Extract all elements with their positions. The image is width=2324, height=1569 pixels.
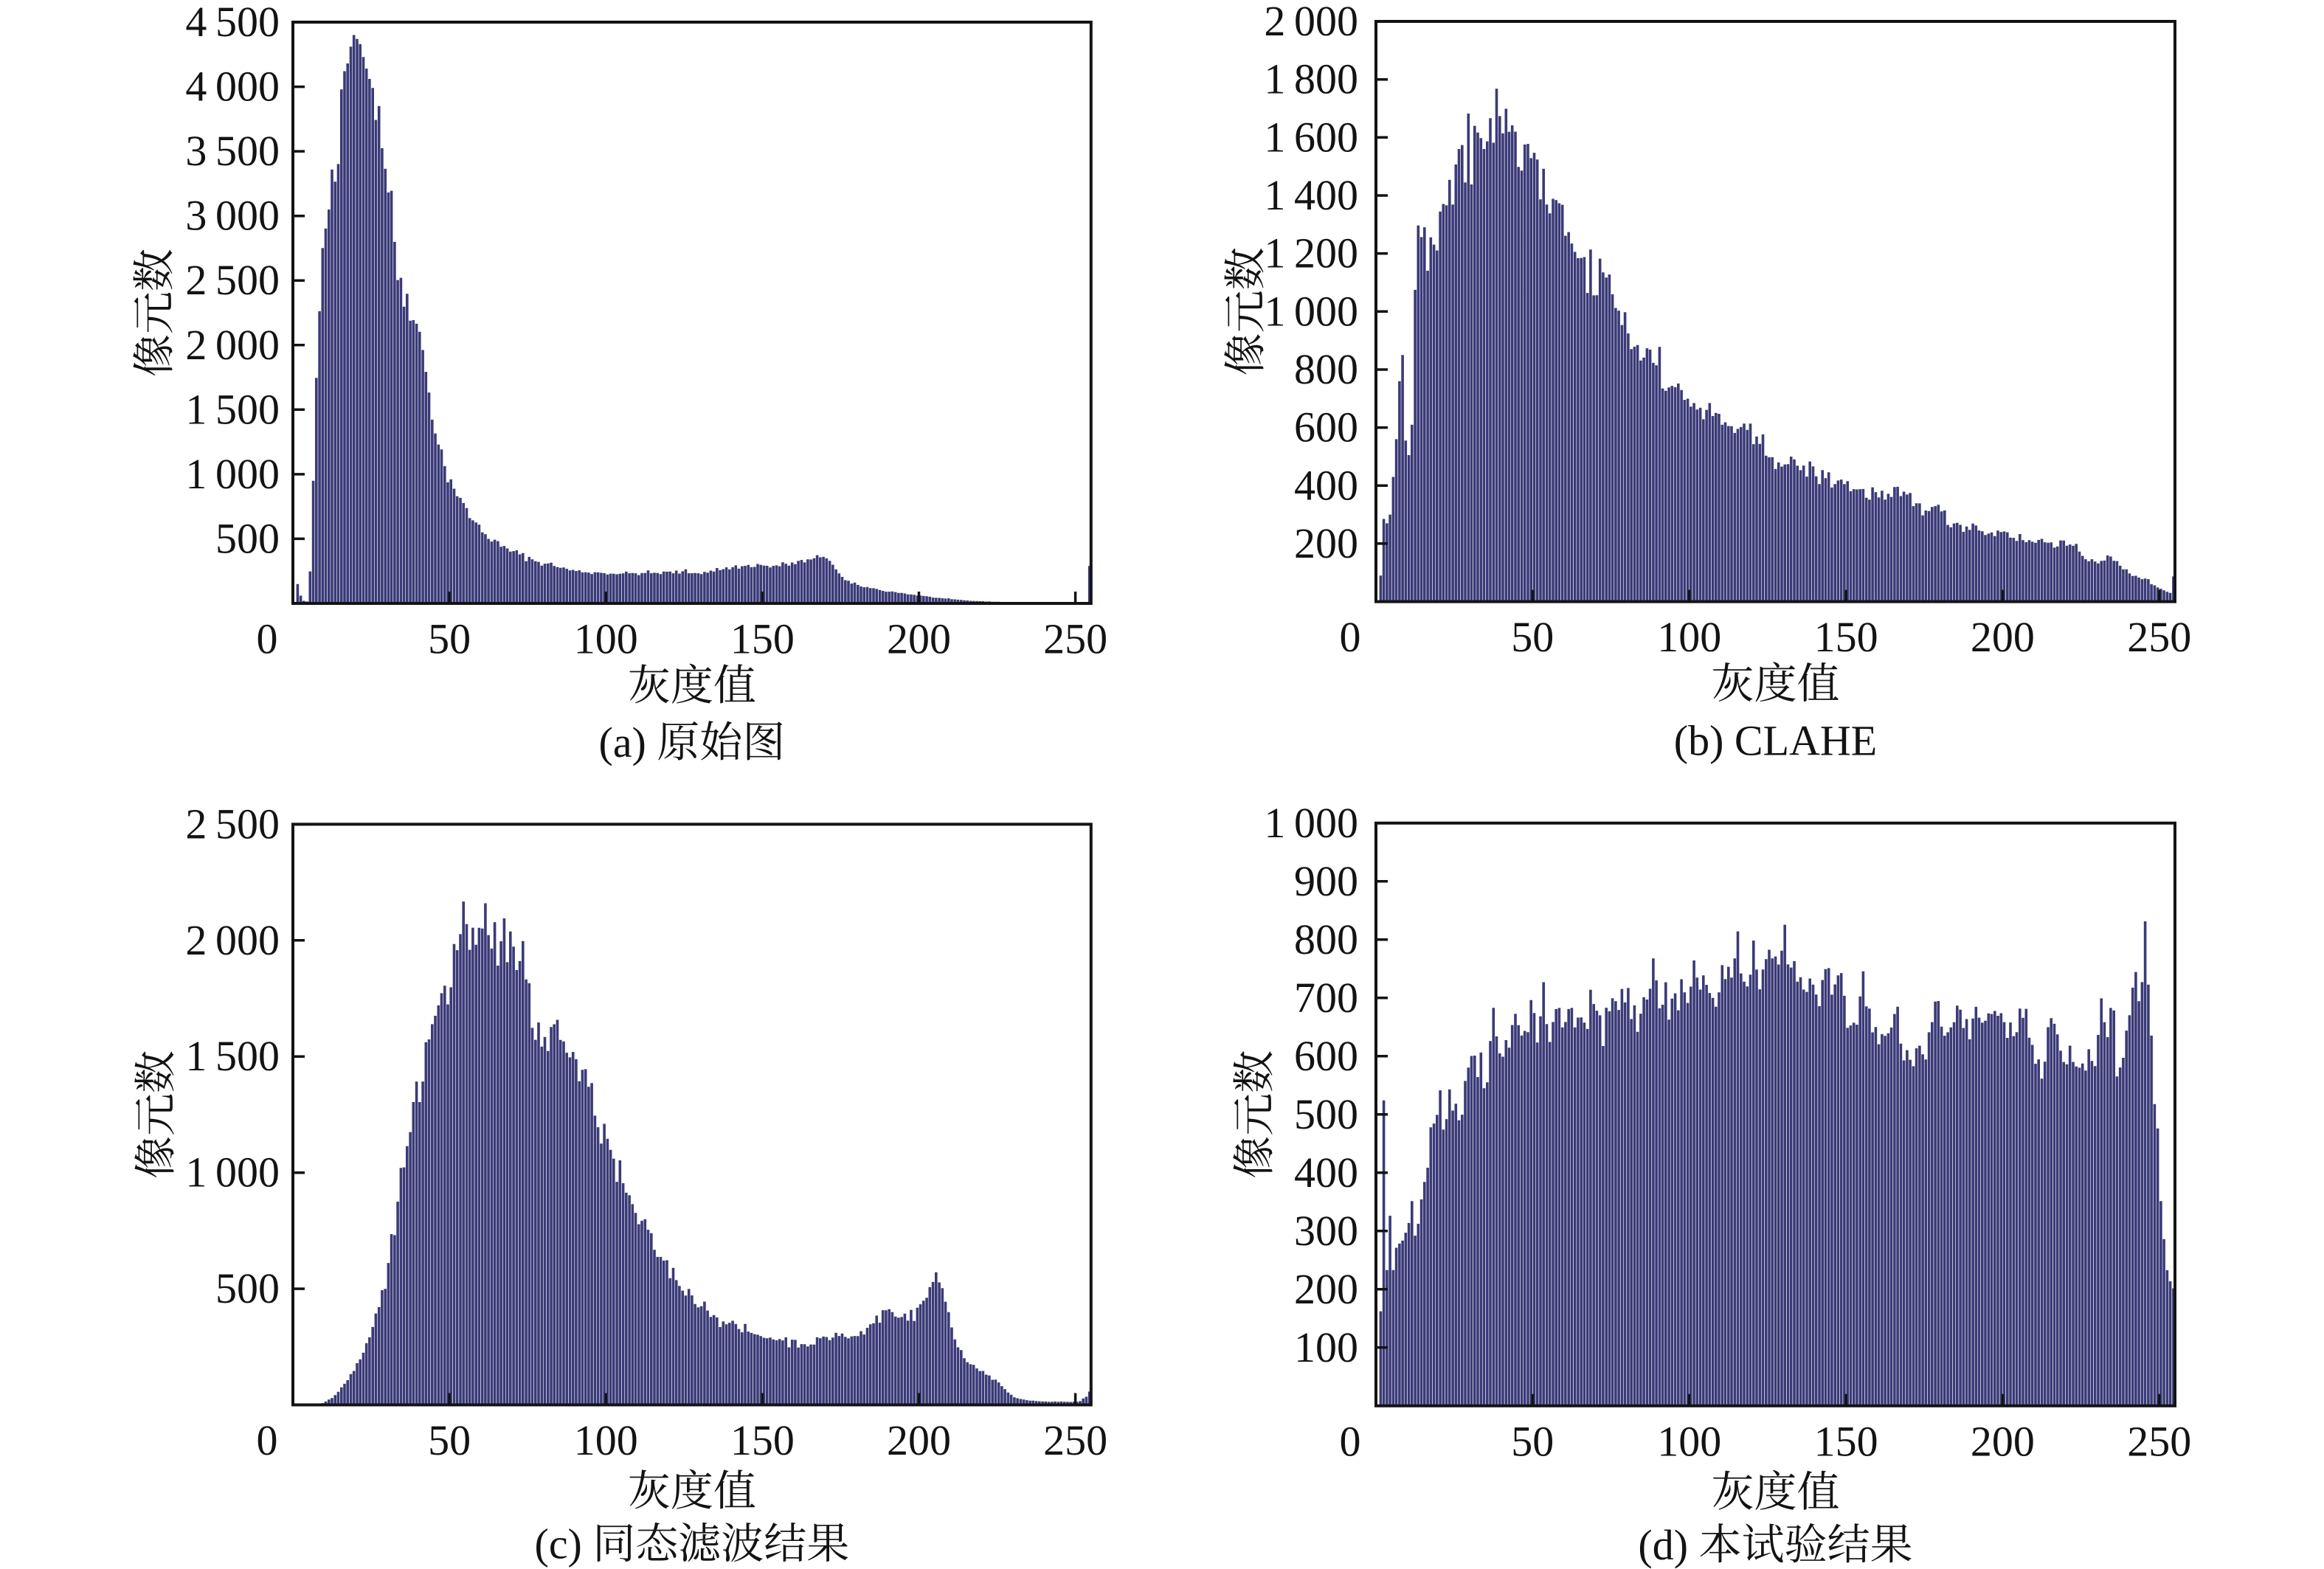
svg-text:100: 100 [1657,1417,1721,1465]
svg-text:(a): (a) [599,718,646,766]
svg-text:1 400: 1 400 [1264,171,1358,219]
svg-text:150: 150 [1814,1417,1878,1465]
svg-text:0: 0 [1340,1417,1361,1465]
svg-text:1 200: 1 200 [1264,229,1358,277]
svg-text:4 500: 4 500 [185,0,280,46]
svg-text:2 000: 2 000 [1264,0,1358,45]
svg-text:4 000: 4 000 [185,63,280,111]
svg-text:250: 250 [2127,1417,2191,1465]
svg-text:2 500: 2 500 [185,256,280,304]
svg-text:(d): (d) [1638,1521,1688,1569]
svg-text:500: 500 [1294,1090,1358,1138]
svg-text:3 000: 3 000 [185,192,280,240]
svg-text:0: 0 [1340,613,1361,661]
svg-text:700: 700 [1294,974,1358,1022]
svg-text:400: 400 [1294,1149,1358,1196]
svg-text:600: 600 [1294,1032,1358,1080]
svg-text:150: 150 [730,615,795,663]
svg-text:150: 150 [1814,613,1878,661]
svg-text:200: 200 [887,1416,951,1464]
svg-text:2 000: 2 000 [185,916,280,964]
svg-text:250: 250 [2127,613,2191,661]
svg-text:1 000: 1 000 [185,1149,280,1196]
svg-text:1 500: 1 500 [185,385,280,433]
svg-text:200: 200 [1971,613,2035,661]
svg-text:200: 200 [887,615,951,663]
svg-text:1 500: 1 500 [185,1032,280,1080]
svg-text:2 500: 2 500 [185,800,280,848]
svg-text:(c): (c) [535,1520,582,1568]
svg-text:1 000: 1 000 [1264,287,1358,335]
svg-text:200: 200 [1294,519,1358,567]
svg-text:50: 50 [428,615,471,663]
svg-text:50: 50 [1511,613,1554,661]
svg-text:0: 0 [257,615,278,663]
svg-text:300: 300 [1294,1207,1358,1255]
svg-text:500: 500 [215,514,280,562]
svg-text:900: 900 [1294,857,1358,905]
svg-text:800: 800 [1294,345,1358,393]
svg-text:50: 50 [1511,1417,1554,1465]
svg-text:100: 100 [1657,613,1721,661]
svg-text:1 000: 1 000 [1264,799,1358,847]
svg-text:1 000: 1 000 [185,450,280,498]
svg-text:1 600: 1 600 [1264,113,1358,161]
svg-text:50: 50 [428,1416,471,1464]
svg-text:500: 500 [215,1264,280,1312]
svg-text:800: 800 [1294,915,1358,963]
svg-text:200: 200 [1971,1417,2035,1465]
svg-text:CLAHE: CLAHE [1735,717,1877,765]
svg-text:600: 600 [1294,403,1358,451]
svg-text:0: 0 [257,1416,278,1464]
svg-text:2 000: 2 000 [185,321,280,369]
svg-text:150: 150 [730,1416,795,1464]
svg-text:400: 400 [1294,461,1358,509]
svg-text:1 800: 1 800 [1264,55,1358,103]
svg-text:100: 100 [1294,1323,1358,1371]
svg-text:3 500: 3 500 [185,127,280,175]
svg-text:200: 200 [1294,1265,1358,1313]
svg-text:100: 100 [574,615,638,663]
svg-text:250: 250 [1043,615,1107,663]
svg-text:(b): (b) [1674,717,1724,765]
svg-text:100: 100 [574,1416,638,1464]
svg-text:250: 250 [1043,1416,1107,1464]
